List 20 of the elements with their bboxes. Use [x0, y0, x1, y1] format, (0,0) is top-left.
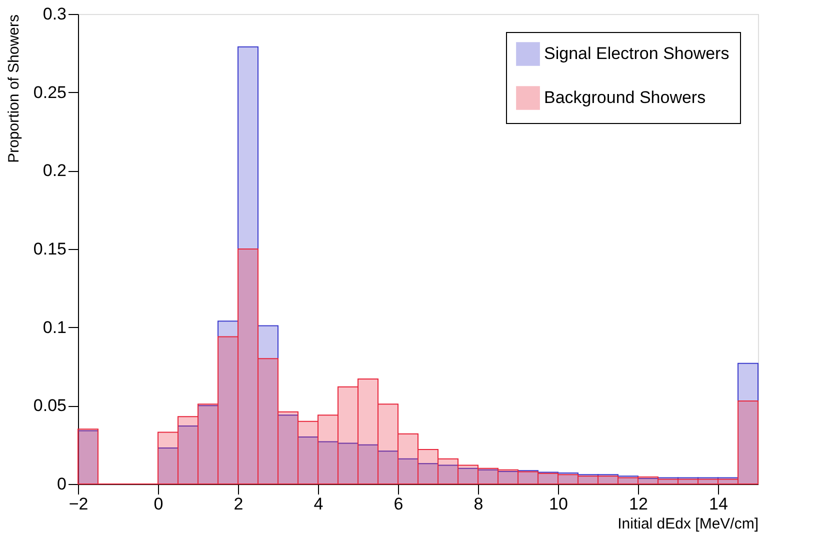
x-tick-label: 2	[234, 494, 244, 514]
y-tick-label: 0.2	[42, 161, 66, 180]
y-axis-title: Proportion of Showers	[5, 14, 22, 163]
x-tick-label: 0	[154, 494, 164, 514]
legend-label: Signal Electron Showers	[544, 44, 730, 63]
x-tick-label: 8	[474, 494, 484, 514]
legend-label: Background Showers	[544, 88, 706, 107]
x-tick-label: 10	[549, 494, 568, 514]
y-tick-label: 0.25	[33, 82, 66, 102]
y-tick-label: 0.1	[42, 318, 66, 337]
x-tick-label: 4	[314, 494, 324, 514]
x-tick-label: 6	[394, 494, 404, 514]
x-tick-label: 14	[709, 494, 728, 514]
x-tick-label: −2	[68, 494, 88, 514]
x-tick-label: 12	[629, 494, 648, 514]
x-axis-title: Initial dEdx [MeV/cm]	[618, 516, 758, 532]
y-tick-label: 0.05	[33, 396, 66, 416]
y-tick-label: 0.15	[33, 240, 66, 258]
y-tick-label: 0.3	[42, 4, 66, 24]
y-tick-label: 0	[57, 474, 66, 494]
